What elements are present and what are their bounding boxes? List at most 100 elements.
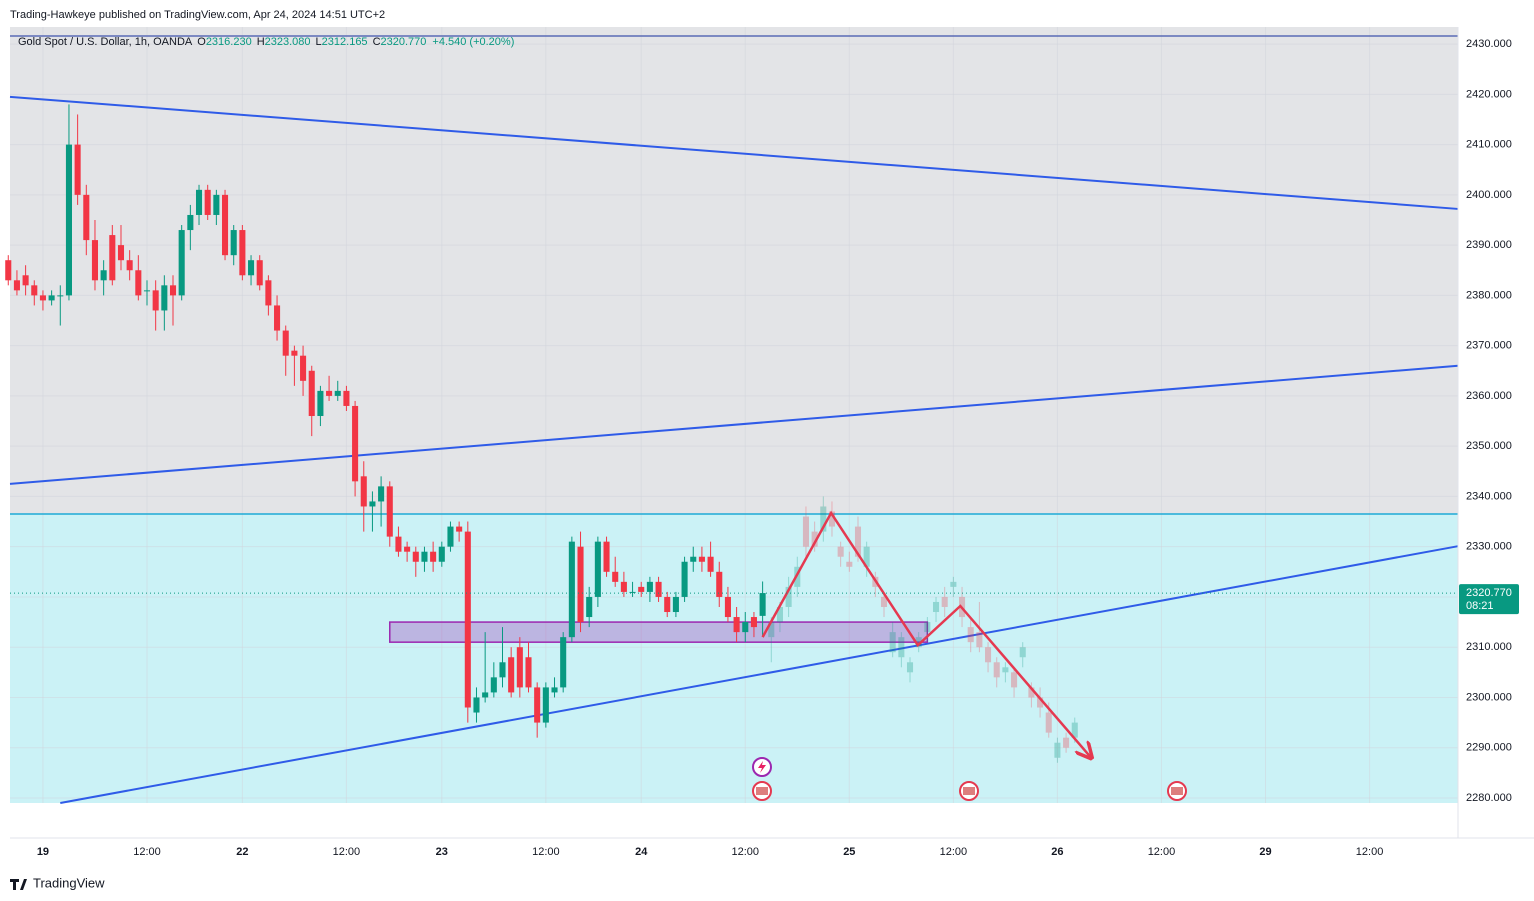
candle-body: [534, 687, 541, 723]
candle: [334, 380, 341, 401]
candle: [265, 275, 272, 316]
candle-body: [126, 260, 133, 271]
y-tick-label: 2410.000: [1466, 139, 1512, 151]
legend-part: 2312.165: [322, 36, 368, 48]
candle-body: [230, 230, 237, 256]
candle-body: [386, 486, 393, 537]
candle: [655, 576, 662, 602]
candle-body: [1054, 742, 1061, 758]
candle-body: [308, 370, 315, 417]
candle-body: [100, 270, 107, 281]
candle-body: [924, 622, 931, 633]
candle-body: [542, 687, 549, 723]
candle: [230, 225, 237, 266]
candle: [594, 536, 601, 607]
candle: [724, 586, 731, 623]
candle-body: [360, 476, 367, 507]
candle-body: [482, 692, 489, 698]
last-price-box: [1459, 584, 1519, 615]
candle-body: [499, 662, 506, 678]
candle-body: [291, 350, 298, 356]
candle-body: [1019, 647, 1026, 658]
candle-body: [551, 687, 558, 693]
legend-part: H: [257, 36, 265, 48]
candle: [828, 501, 836, 537]
candle: [551, 677, 558, 698]
legend-part: +4.540 (+0.20%): [432, 36, 514, 48]
candle: [664, 591, 671, 618]
candle-body: [39, 295, 46, 301]
flag-icons[interactable]: [752, 781, 1187, 801]
candle-body: [48, 295, 55, 301]
candle-body: [438, 546, 445, 562]
x-tick-label: 24: [635, 846, 648, 858]
candle: [1019, 642, 1026, 668]
candle: [811, 521, 818, 552]
x-tick-label: 12:00: [333, 846, 361, 858]
trendline: [9, 364, 1459, 485]
candle: [22, 265, 29, 296]
candle: [83, 184, 90, 256]
candle-body: [334, 390, 341, 396]
candle: [863, 541, 870, 577]
logo-text: TradingView: [33, 875, 105, 890]
candle: [5, 255, 12, 286]
y-tick-label: 2280.000: [1466, 792, 1512, 804]
projection-path: [761, 510, 1091, 757]
candle: [300, 345, 307, 396]
candle: [421, 546, 428, 572]
y-tick-label: 2360.000: [1466, 390, 1512, 402]
candle: [950, 576, 957, 597]
candle: [169, 275, 177, 326]
candle-body: [932, 601, 940, 613]
logo: TradingView: [10, 875, 105, 890]
candle: [672, 591, 679, 618]
candle: [126, 250, 133, 281]
candle-body: [655, 581, 662, 597]
candle: [213, 189, 220, 226]
candle-body: [1011, 672, 1018, 688]
candle-body: [620, 581, 627, 592]
candle-body: [204, 189, 211, 215]
legend-part: O: [197, 36, 206, 48]
candle: [837, 541, 844, 567]
candle-body: [638, 586, 645, 592]
candle-body: [421, 551, 428, 562]
x-tick-label: 12:00: [732, 846, 760, 858]
candle-body: [143, 290, 151, 292]
candle: [759, 581, 766, 637]
candle: [274, 295, 281, 341]
candle: [430, 541, 437, 572]
candle-body: [326, 390, 333, 396]
support-box: [389, 621, 929, 643]
x-tick-label: 25: [843, 846, 855, 858]
candle-body: [395, 536, 402, 552]
candle: [603, 536, 610, 577]
candle-body: [577, 546, 584, 623]
candle-body: [274, 305, 281, 331]
candle-body: [698, 556, 705, 562]
candle: [508, 647, 515, 698]
candle-body: [898, 637, 905, 658]
candle: [993, 657, 1000, 688]
y-tick-label: 2300.000: [1466, 691, 1512, 703]
candle: [915, 632, 922, 653]
candle-body: [776, 606, 783, 623]
candle-body: [343, 390, 350, 406]
candle: [1037, 687, 1044, 718]
event-icons: [752, 757, 1187, 801]
candle-body: [13, 280, 20, 291]
candle: [568, 536, 575, 643]
candle-body: [880, 596, 888, 607]
candle-body: [742, 622, 749, 633]
candle-body: [256, 260, 263, 286]
candle: [343, 385, 350, 411]
legend-part: Gold Spot / U.S. Dollar, 1h, OANDA: [18, 36, 193, 48]
candle: [386, 481, 393, 547]
candle-body: [57, 295, 64, 297]
candle: [802, 506, 810, 557]
candle-body: [282, 330, 289, 356]
candle: [404, 541, 411, 562]
candle: [750, 612, 757, 638]
